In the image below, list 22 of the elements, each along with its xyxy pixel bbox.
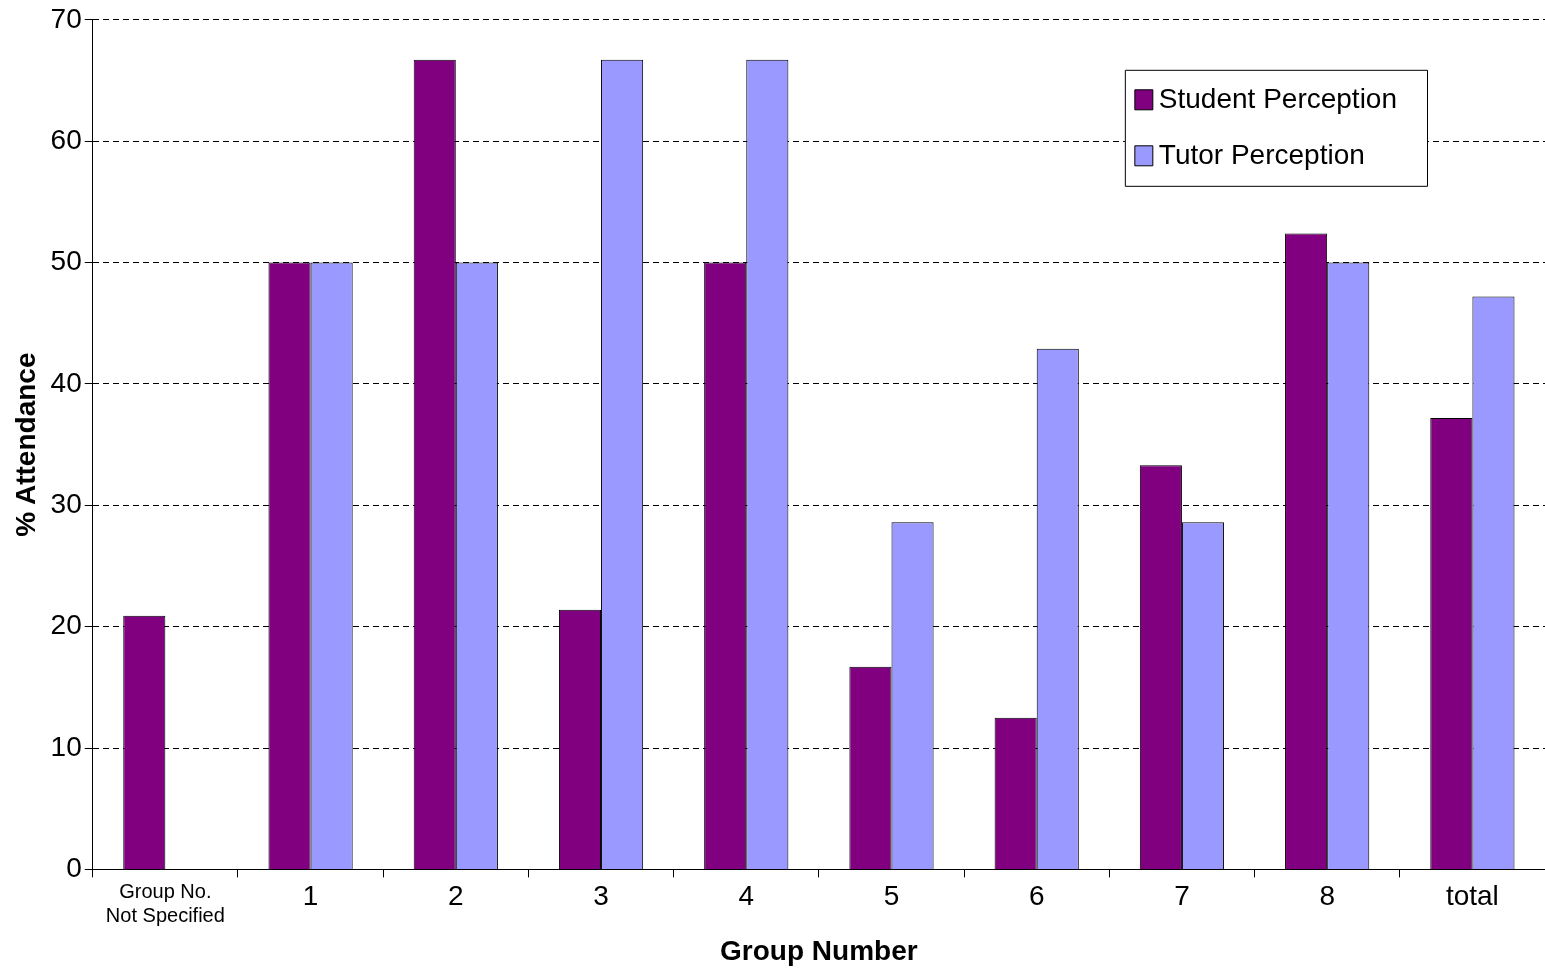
- y-tick-label: 40: [50, 366, 82, 398]
- x-tick-label: 2: [448, 879, 464, 911]
- y-tick-label: 70: [50, 2, 82, 34]
- y-tick-label: 60: [50, 123, 82, 155]
- y-axis-title: % Attendance: [9, 352, 41, 537]
- legend-label: Tutor Perception: [1158, 138, 1365, 170]
- x-tick-label: 7: [1174, 879, 1190, 911]
- x-tick-label: 5: [883, 879, 900, 911]
- y-tick-label: 30: [50, 488, 82, 519]
- y-tick-label: 20: [50, 609, 82, 641]
- x-tick-label: 4: [738, 879, 755, 911]
- y-tick-label: 0: [66, 852, 82, 884]
- x-tick-label: Group No. Not Specified: [105, 879, 225, 926]
- y-tick-label: 10: [50, 730, 82, 762]
- x-axis-title: Group Number: [720, 934, 918, 966]
- x-tick-label: 1: [302, 879, 319, 911]
- x-tick-label: total: [1445, 879, 1499, 911]
- y-tick-label: 50: [50, 245, 82, 277]
- x-tick-label: 6: [1028, 879, 1045, 911]
- x-tick-label: 8: [1319, 879, 1335, 911]
- x-tick-label: 3: [593, 879, 609, 911]
- legend-label: Student Perception: [1158, 82, 1398, 114]
